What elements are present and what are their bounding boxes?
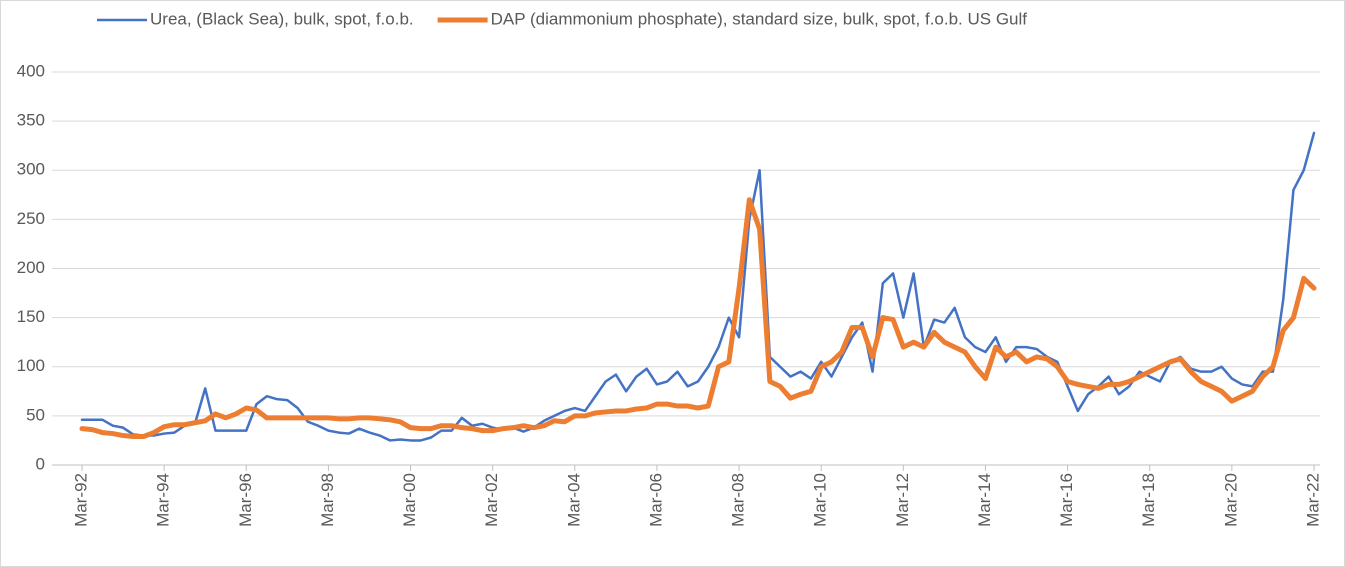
x-tick-label: Mar-20 [1221, 473, 1240, 527]
x-tick-label: Mar-96 [236, 473, 255, 527]
x-tick-label: Mar-22 [1303, 473, 1322, 527]
x-tick-label: Mar-06 [646, 473, 665, 527]
x-tick-label: Mar-16 [1057, 473, 1076, 527]
y-tick-label: 0 [36, 454, 45, 473]
x-tick-label: Mar-18 [1139, 473, 1158, 527]
x-tick-label: Mar-02 [482, 473, 501, 527]
x-tick-label: Mar-14 [975, 473, 994, 527]
x-tick-label: Mar-08 [729, 473, 748, 527]
y-tick-label: 400 [17, 61, 45, 80]
y-tick-label: 150 [17, 307, 45, 326]
x-tick-label: Mar-10 [811, 473, 830, 527]
x-tick-label: Mar-98 [318, 473, 337, 527]
series-line [79, 197, 1317, 440]
legend-label: Urea, (Black Sea), bulk, spot, f.o.b. [150, 9, 414, 28]
y-tick-label: 200 [17, 258, 45, 277]
x-tick-label: Mar-94 [154, 473, 173, 527]
x-tick-label: Mar-12 [893, 473, 912, 527]
y-tick-label: 50 [26, 405, 45, 424]
x-tick-label: Mar-04 [564, 473, 583, 527]
y-tick-label: 300 [17, 160, 45, 179]
x-tick-label: Mar-92 [71, 473, 90, 527]
legend-label: DAP (diammonium phosphate), standard siz… [491, 9, 1028, 28]
y-tick-label: 100 [17, 356, 45, 375]
y-tick-label: 250 [17, 209, 45, 228]
x-tick-label: Mar-00 [400, 473, 419, 527]
y-tick-label: 350 [17, 111, 45, 130]
series-line [80, 131, 1316, 442]
